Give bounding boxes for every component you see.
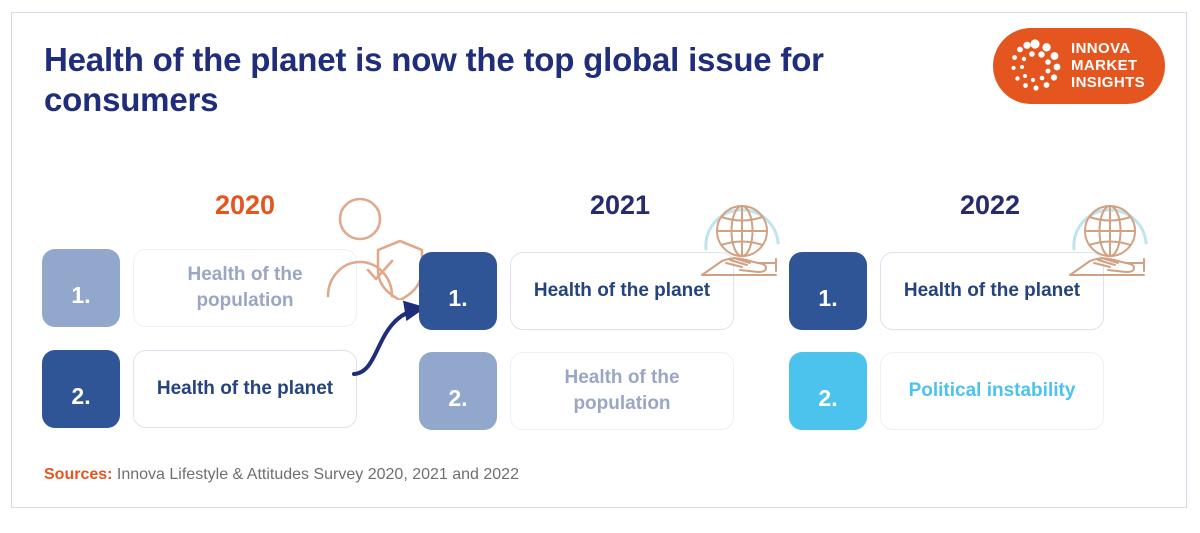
rank-badge-2021-2: 2. (419, 352, 497, 430)
innova-logo: INNOVA MARKET INSIGHTS (993, 28, 1165, 104)
rank-badge-2021-1: 1. (419, 252, 497, 330)
globe-in-hand-icon-2021 (701, 205, 780, 276)
logo-wordmark: INNOVA MARKET INSIGHTS (1071, 40, 1145, 91)
sources-line: Sources: Innova Lifestyle & Attitudes Su… (44, 466, 519, 484)
sources-text: Innova Lifestyle & Attitudes Survey 2020… (112, 466, 519, 483)
dot-ring-icon (1011, 39, 1061, 91)
rank-badge-2022-2: 2. (789, 352, 867, 430)
issue-card-2022-2: Political instability (880, 352, 1104, 430)
logo-line-1: INNOVA (1071, 40, 1131, 57)
issue-card-2020-2: Health of the planet (133, 350, 357, 428)
logo-line-2: MARKET (1071, 57, 1138, 74)
year-heading-2021: 2021 (589, 190, 651, 220)
issue-card-2021-1: Health of the planet (510, 252, 734, 330)
issue-card-2021-2: Health of the population (510, 352, 734, 430)
rank-badge-2022-1: 1. (789, 252, 867, 330)
logo-line-3: INSIGHTS (1071, 74, 1146, 91)
year-heading-2020: 2020 (214, 190, 276, 220)
rank-badge-2020-1: 1. (42, 249, 120, 327)
rank-badge-2020-2: 2. (42, 350, 120, 428)
sources-label: Sources: (44, 466, 113, 483)
globe-in-hand-icon-2022 (1069, 205, 1148, 276)
issue-card-2022-1: Health of the planet (880, 252, 1104, 330)
page-title: Health of the planet is now the top glob… (44, 41, 824, 119)
person-shield-check-icon (326, 197, 424, 300)
year-heading-2022: 2022 (959, 190, 1021, 220)
issue-card-2020-1: Health of the population (133, 249, 357, 327)
